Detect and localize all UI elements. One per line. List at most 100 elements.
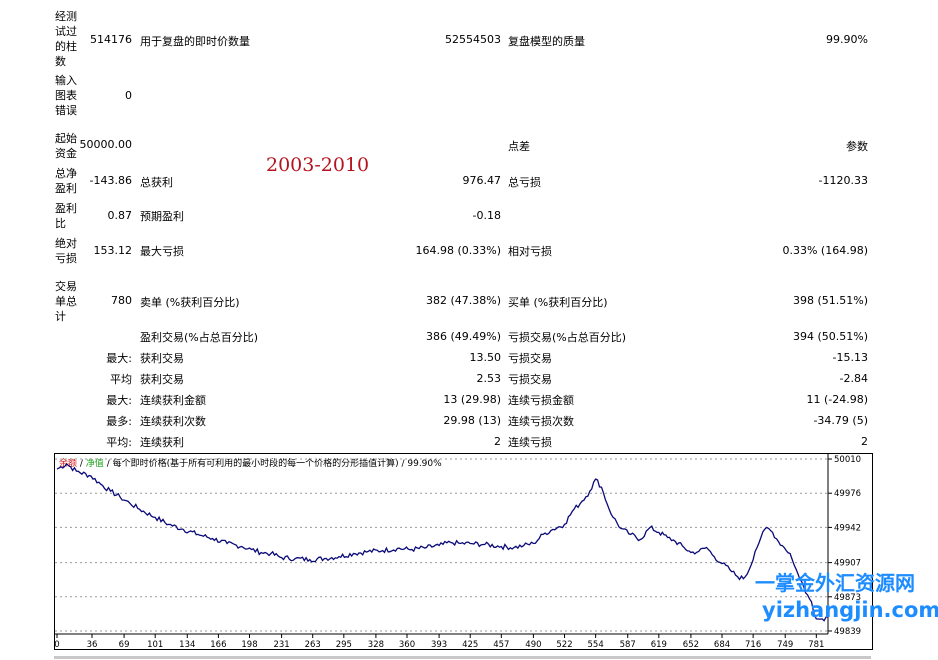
bars-tested-value: 514176 [90, 33, 132, 46]
x-tick-label: 231 [273, 640, 289, 649]
gross-loss-label: 总亏损 [508, 176, 541, 189]
initial-deposit-label: 起始 资金 [55, 132, 77, 160]
x-tick-label: 425 [462, 640, 478, 649]
x-tick-label: 457 [493, 640, 509, 649]
watermark-url: yizhangjin.com [762, 598, 938, 622]
net-profit-value: -143.86 [89, 174, 132, 187]
model-quality-label: 复盘模型的质量 [508, 35, 585, 48]
x-tick-label: 69 [119, 640, 130, 649]
x-tick-label: 166 [210, 640, 226, 649]
maximum-prefix: 最大: [106, 394, 132, 407]
x-tick-label: 619 [651, 640, 667, 649]
x-tick-label: 0 [55, 640, 60, 649]
ticks-label: 用于复盘的即时价数量 [140, 35, 250, 48]
chart-header: 余额 / 净值 / 每个即时价格(基于所有可利用的最小时段的每一个价格的分形插值… [59, 459, 442, 469]
absolute-drawdown-label: 绝对 亏损 [55, 237, 77, 265]
loss-trades-label: 亏损交易(%占总百分比) [508, 331, 627, 344]
y-tick-label: 49873 [834, 593, 861, 603]
average-consecutive-prefix: 平均: [106, 436, 132, 449]
short-positions-value: 382 (47.38%) [425, 294, 501, 307]
x-tick-label: 749 [777, 640, 793, 649]
x-tick-label: 554 [588, 640, 604, 649]
largest-profit-value: 13.50 [469, 351, 502, 364]
largest-loss-value: -15.13 [832, 351, 868, 364]
expected-payoff-label: 预期盈利 [140, 210, 184, 223]
maximal-consecutive-loss-value: -34.79 (5) [813, 414, 868, 427]
long-positions-label: 买单 (%获利百分比) [508, 296, 608, 309]
max-consecutive-losses-label: 连续亏损金额 [508, 394, 574, 407]
total-trades-label: 交易 单总 计 [55, 280, 77, 323]
y-tick-label: 49976 [834, 489, 861, 499]
balance-chart: 余额 / 净值 / 每个即时价格(基于所有可利用的最小时段的每一个价格的分形插值… [54, 453, 873, 650]
gross-loss-value: -1120.33 [818, 174, 868, 187]
balance-line-chart: 50010 49976 49942 49907 49873 49839 0 36 69 101 13… [55, 454, 861, 649]
chart-errors-label: 输入 图表 错误 [55, 74, 77, 117]
maximal-consecutive-loss-label: 连续亏损次数 [508, 415, 574, 428]
x-tick-label: 328 [368, 640, 384, 649]
x-tick-label: 652 [683, 640, 699, 649]
x-tick-label: 781 [808, 640, 824, 649]
average-profit-value: 2.53 [476, 372, 502, 385]
x-tick-label: 360 [399, 640, 415, 649]
spread-label: 点差 [508, 140, 530, 153]
relative-drawdown-label: 相对亏损 [508, 245, 552, 258]
period-note: 2003-2010 [266, 154, 370, 176]
max-drawdown-label: 最大亏损 [140, 245, 184, 258]
total-trades-value: 780 [111, 294, 132, 307]
largest-loss-label: 亏损交易 [508, 352, 552, 365]
y-tick-label: 49907 [834, 559, 861, 569]
average-consecutive-wins-value: 2 [494, 435, 501, 448]
balance-line [56, 463, 829, 622]
initial-deposit-value: 50000.00 [79, 138, 133, 151]
x-tick-label: 522 [556, 640, 572, 649]
net-profit-label: 总净 盈利 [55, 167, 77, 195]
gross-profit-label: 总获利 [140, 176, 173, 189]
x-tick-label: 134 [179, 640, 195, 649]
maximal-consecutive-profit-label: 连续获利次数 [140, 415, 206, 428]
bottom-divider [54, 656, 871, 659]
loss-trades-value: 394 (50.51%) [792, 330, 868, 343]
watermark-cn: 一掌金外汇资源网 [755, 571, 915, 595]
x-tick-label: 716 [745, 640, 761, 649]
parameters-label: 参数 [846, 140, 868, 153]
profit-trades-value: 386 (49.49%) [425, 330, 501, 343]
max-consecutive-wins-value: 13 (29.98) [443, 393, 501, 406]
max-consecutive-wins-label: 连续获利金额 [140, 394, 206, 407]
x-tick-label: 684 [714, 640, 730, 649]
balance-legend: 余额 [59, 459, 78, 469]
long-positions-value: 398 (51.51%) [792, 294, 868, 307]
x-tick-label: 295 [336, 640, 352, 649]
maximal-consecutive-profit-value: 29.98 (13) [443, 414, 501, 427]
chart-header-text: 每个即时价格(基于所有可利用的最小时段的每一个价格的分形插值计算) / 99.9… [112, 459, 442, 469]
gross-profit-value: 976.47 [462, 174, 502, 187]
chart-errors-value: 0 [125, 89, 132, 102]
max-consecutive-losses-value: 11 (-24.98) [806, 393, 868, 406]
average-loss-label: 亏损交易 [508, 373, 552, 386]
profit-factor-value: 0.87 [107, 209, 133, 222]
expected-payoff-value: -0.18 [472, 209, 501, 222]
y-tick-label: 49839 [834, 627, 861, 637]
average-consecutive-wins-label: 连续获利 [140, 436, 184, 449]
average-loss-value: -2.84 [839, 372, 868, 385]
y-tick-label: 49942 [834, 523, 861, 533]
equity-legend: 净值 [85, 459, 104, 469]
largest-prefix: 最大: [106, 352, 132, 365]
y-tick-label: 50010 [834, 455, 861, 465]
x-tick-label: 101 [147, 640, 163, 649]
profit-factor-label: 盈利 比 [55, 202, 77, 230]
average-profit-label: 获利交易 [140, 373, 184, 386]
absolute-drawdown-value: 153.12 [93, 244, 133, 257]
average-prefix: 平均 [110, 373, 132, 386]
bars-tested-label: 经测 试过 的柱 数 [55, 10, 77, 68]
maximal-prefix: 最多: [106, 415, 132, 428]
x-tick-label: 490 [525, 640, 541, 649]
x-tick-label: 36 [87, 640, 98, 649]
profit-trades-label: 盈利交易(%占总百分比) [140, 331, 259, 344]
average-consecutive-losses-value: 2 [861, 435, 868, 448]
average-consecutive-losses-label: 连续亏损 [508, 436, 552, 449]
x-tick-label: 263 [305, 640, 321, 649]
short-positions-label: 卖单 (%获利百分比) [140, 296, 240, 309]
max-drawdown-value: 164.98 (0.33%) [415, 244, 501, 257]
ticks-value: 52554503 [445, 33, 501, 46]
largest-profit-label: 获利交易 [140, 352, 184, 365]
